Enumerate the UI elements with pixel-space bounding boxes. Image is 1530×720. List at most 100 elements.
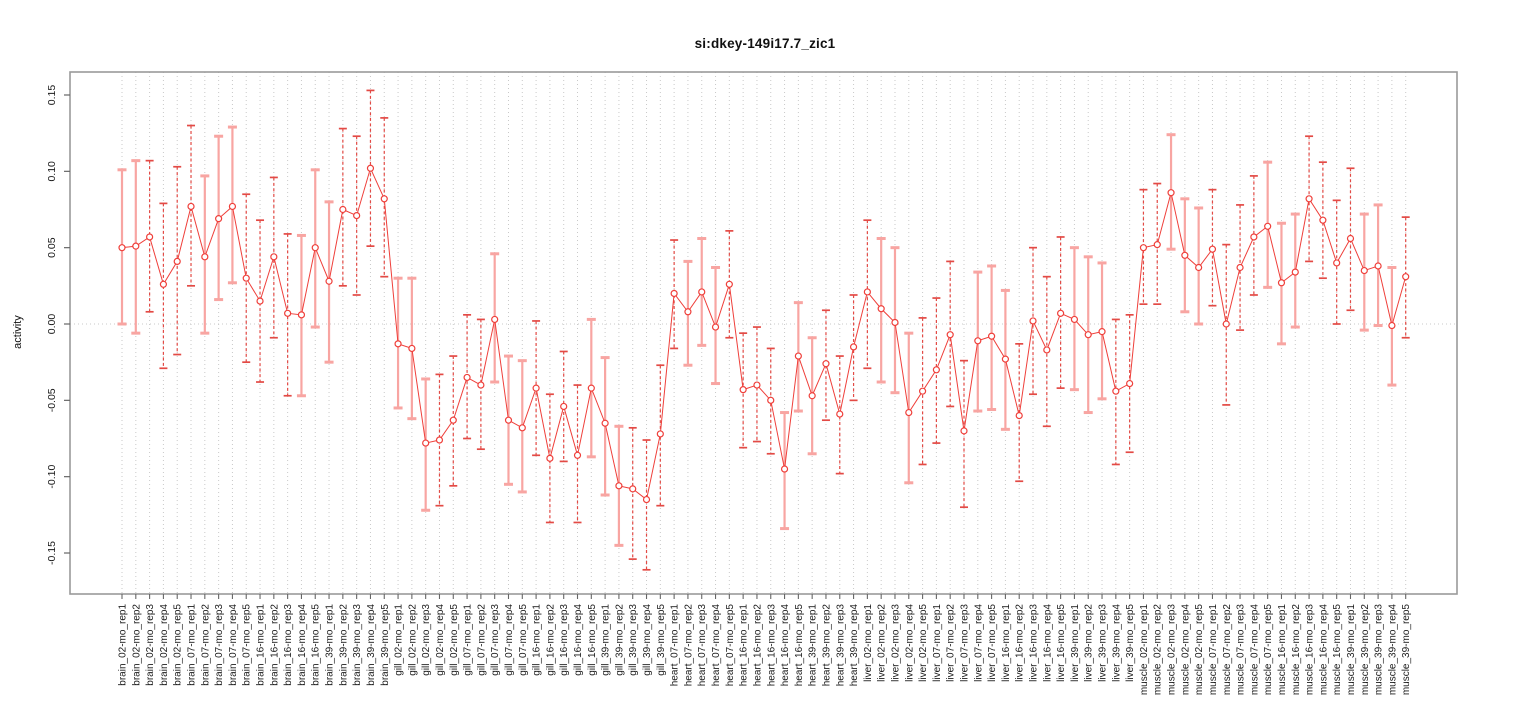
data-point xyxy=(877,305,885,313)
x-tick-label: liver_39-mo_rep4 xyxy=(1111,604,1122,682)
data-point xyxy=(1181,251,1189,259)
x-tick-label: liver_02-mo_rep1 xyxy=(863,604,874,682)
data-point xyxy=(725,280,733,288)
x-tick-label: liver_07-mo_rep2 xyxy=(946,604,957,682)
y-tick-label: -0.10 xyxy=(46,465,58,489)
x-tick-label: muscle_02-mo_rep4 xyxy=(1180,604,1191,696)
data-point xyxy=(1043,346,1051,354)
x-tick-label: heart_39-mo_rep2 xyxy=(821,604,832,687)
data-point xyxy=(642,495,651,504)
x-tick-label: muscle_16-mo_rep5 xyxy=(1332,604,1343,696)
data-point xyxy=(932,366,940,374)
x-tick-label: gill_02-mo_rep3 xyxy=(421,604,432,676)
data-point xyxy=(1070,315,1079,324)
data-point xyxy=(960,427,968,435)
y-tick-label: 0.15 xyxy=(46,85,58,106)
series-line xyxy=(121,166,1407,501)
x-tick-label: gill_39-mo_rep3 xyxy=(628,604,639,676)
data-point xyxy=(1098,328,1106,336)
x-tick-label: liver_07-mo_rep1 xyxy=(932,604,943,682)
data-point xyxy=(366,164,375,172)
x-tick-label: muscle_07-mo_rep5 xyxy=(1263,604,1274,696)
x-tick-label: brain_16-mo_rep4 xyxy=(297,604,308,686)
data-point xyxy=(739,386,747,394)
data-point xyxy=(629,485,637,493)
data-point xyxy=(1222,320,1230,328)
data-point xyxy=(339,205,347,214)
data-point xyxy=(794,352,802,360)
data-point xyxy=(849,343,858,351)
x-tick-label: heart_07-mo_rep4 xyxy=(711,604,722,687)
data-point xyxy=(863,288,871,296)
x-tick-label: muscle_16-mo_rep3 xyxy=(1305,604,1316,696)
data-point xyxy=(808,392,816,400)
data-point xyxy=(753,381,761,389)
x-tick-label: muscle_39-mo_rep1 xyxy=(1346,604,1357,696)
x-tick-label: brain_16-mo_rep3 xyxy=(283,604,294,686)
data-point xyxy=(284,309,292,317)
data-point xyxy=(159,280,168,288)
x-tick-label: gill_16-mo_rep5 xyxy=(587,604,598,676)
x-tick-label: brain_16-mo_rep2 xyxy=(269,604,280,686)
x-tick-label: brain_07-mo_rep5 xyxy=(242,604,253,686)
x-tick-label: brain_07-mo_rep3 xyxy=(214,604,225,686)
data-point xyxy=(215,215,223,223)
x-tick-label: gill_07-mo_rep5 xyxy=(518,604,529,676)
x-tick-label: liver_02-mo_rep3 xyxy=(890,604,901,682)
data-point xyxy=(146,233,154,241)
x-tick-label: gill_02-mo_rep1 xyxy=(394,604,405,676)
data-point xyxy=(463,373,471,382)
data-point xyxy=(449,416,457,424)
y-tick-label: 0.10 xyxy=(46,161,58,182)
data-point xyxy=(118,244,126,252)
data-point xyxy=(1264,222,1272,230)
x-tick-label: muscle_02-mo_rep2 xyxy=(1153,604,1164,696)
x-tick-label: liver_07-mo_rep5 xyxy=(987,604,998,682)
data-point xyxy=(491,315,499,324)
x-tick-label: liver_02-mo_rep2 xyxy=(877,604,888,682)
data-point xyxy=(1305,195,1313,203)
data-point xyxy=(1029,317,1037,325)
x-tick-label: gill_39-mo_rep4 xyxy=(642,604,653,676)
x-tick-label: muscle_07-mo_rep4 xyxy=(1249,604,1260,696)
x-tick-label: brain_39-mo_rep2 xyxy=(338,604,349,686)
data-point xyxy=(1277,279,1286,287)
x-tick-label: heart_16-mo_rep5 xyxy=(794,604,805,687)
data-point xyxy=(615,482,623,490)
x-tick-label: gill_02-mo_rep5 xyxy=(449,604,460,676)
x-tick-label: muscle_07-mo_rep1 xyxy=(1208,604,1219,696)
data-point xyxy=(711,323,720,331)
plot-box xyxy=(69,71,1458,595)
data-point xyxy=(560,402,568,411)
data-point xyxy=(477,381,485,389)
x-tick-label: liver_07-mo_rep4 xyxy=(973,604,984,682)
chart-title: si:dkey-149i17.7_zic1 xyxy=(694,36,836,51)
data-point xyxy=(918,387,927,395)
data-point xyxy=(1167,189,1175,197)
data-point xyxy=(656,430,664,438)
x-tick-label: brain_16-mo_rep5 xyxy=(311,604,322,686)
x-tick-label: liver_39-mo_rep2 xyxy=(1084,604,1095,682)
x-tick-label: liver_16-mo_rep1 xyxy=(1001,604,1012,682)
x-tick-label: gill_16-mo_rep1 xyxy=(532,604,543,676)
data-point xyxy=(408,344,416,353)
x-tick-label: muscle_39-mo_rep4 xyxy=(1387,604,1398,696)
data-point xyxy=(1195,263,1203,272)
data-point xyxy=(1084,331,1092,339)
x-tick-label: heart_07-mo_rep3 xyxy=(697,604,708,687)
x-tick-label: liver_39-mo_rep3 xyxy=(1098,604,1109,682)
data-point xyxy=(988,332,996,340)
x-tick-label: gill_16-mo_rep3 xyxy=(559,604,570,676)
x-tick-label: gill_16-mo_rep4 xyxy=(573,604,584,676)
data-point xyxy=(242,274,250,282)
data-point xyxy=(1236,263,1244,272)
x-tick-label: gill_07-mo_rep2 xyxy=(476,604,487,676)
x-tick-label: brain_07-mo_rep4 xyxy=(228,604,239,686)
data-point xyxy=(905,408,913,417)
x-tick-label: heart_16-mo_rep2 xyxy=(752,604,763,687)
data-point xyxy=(767,396,775,404)
data-point xyxy=(601,419,609,427)
x-tick-label: muscle_39-mo_rep3 xyxy=(1374,604,1385,696)
data-point xyxy=(325,277,333,285)
